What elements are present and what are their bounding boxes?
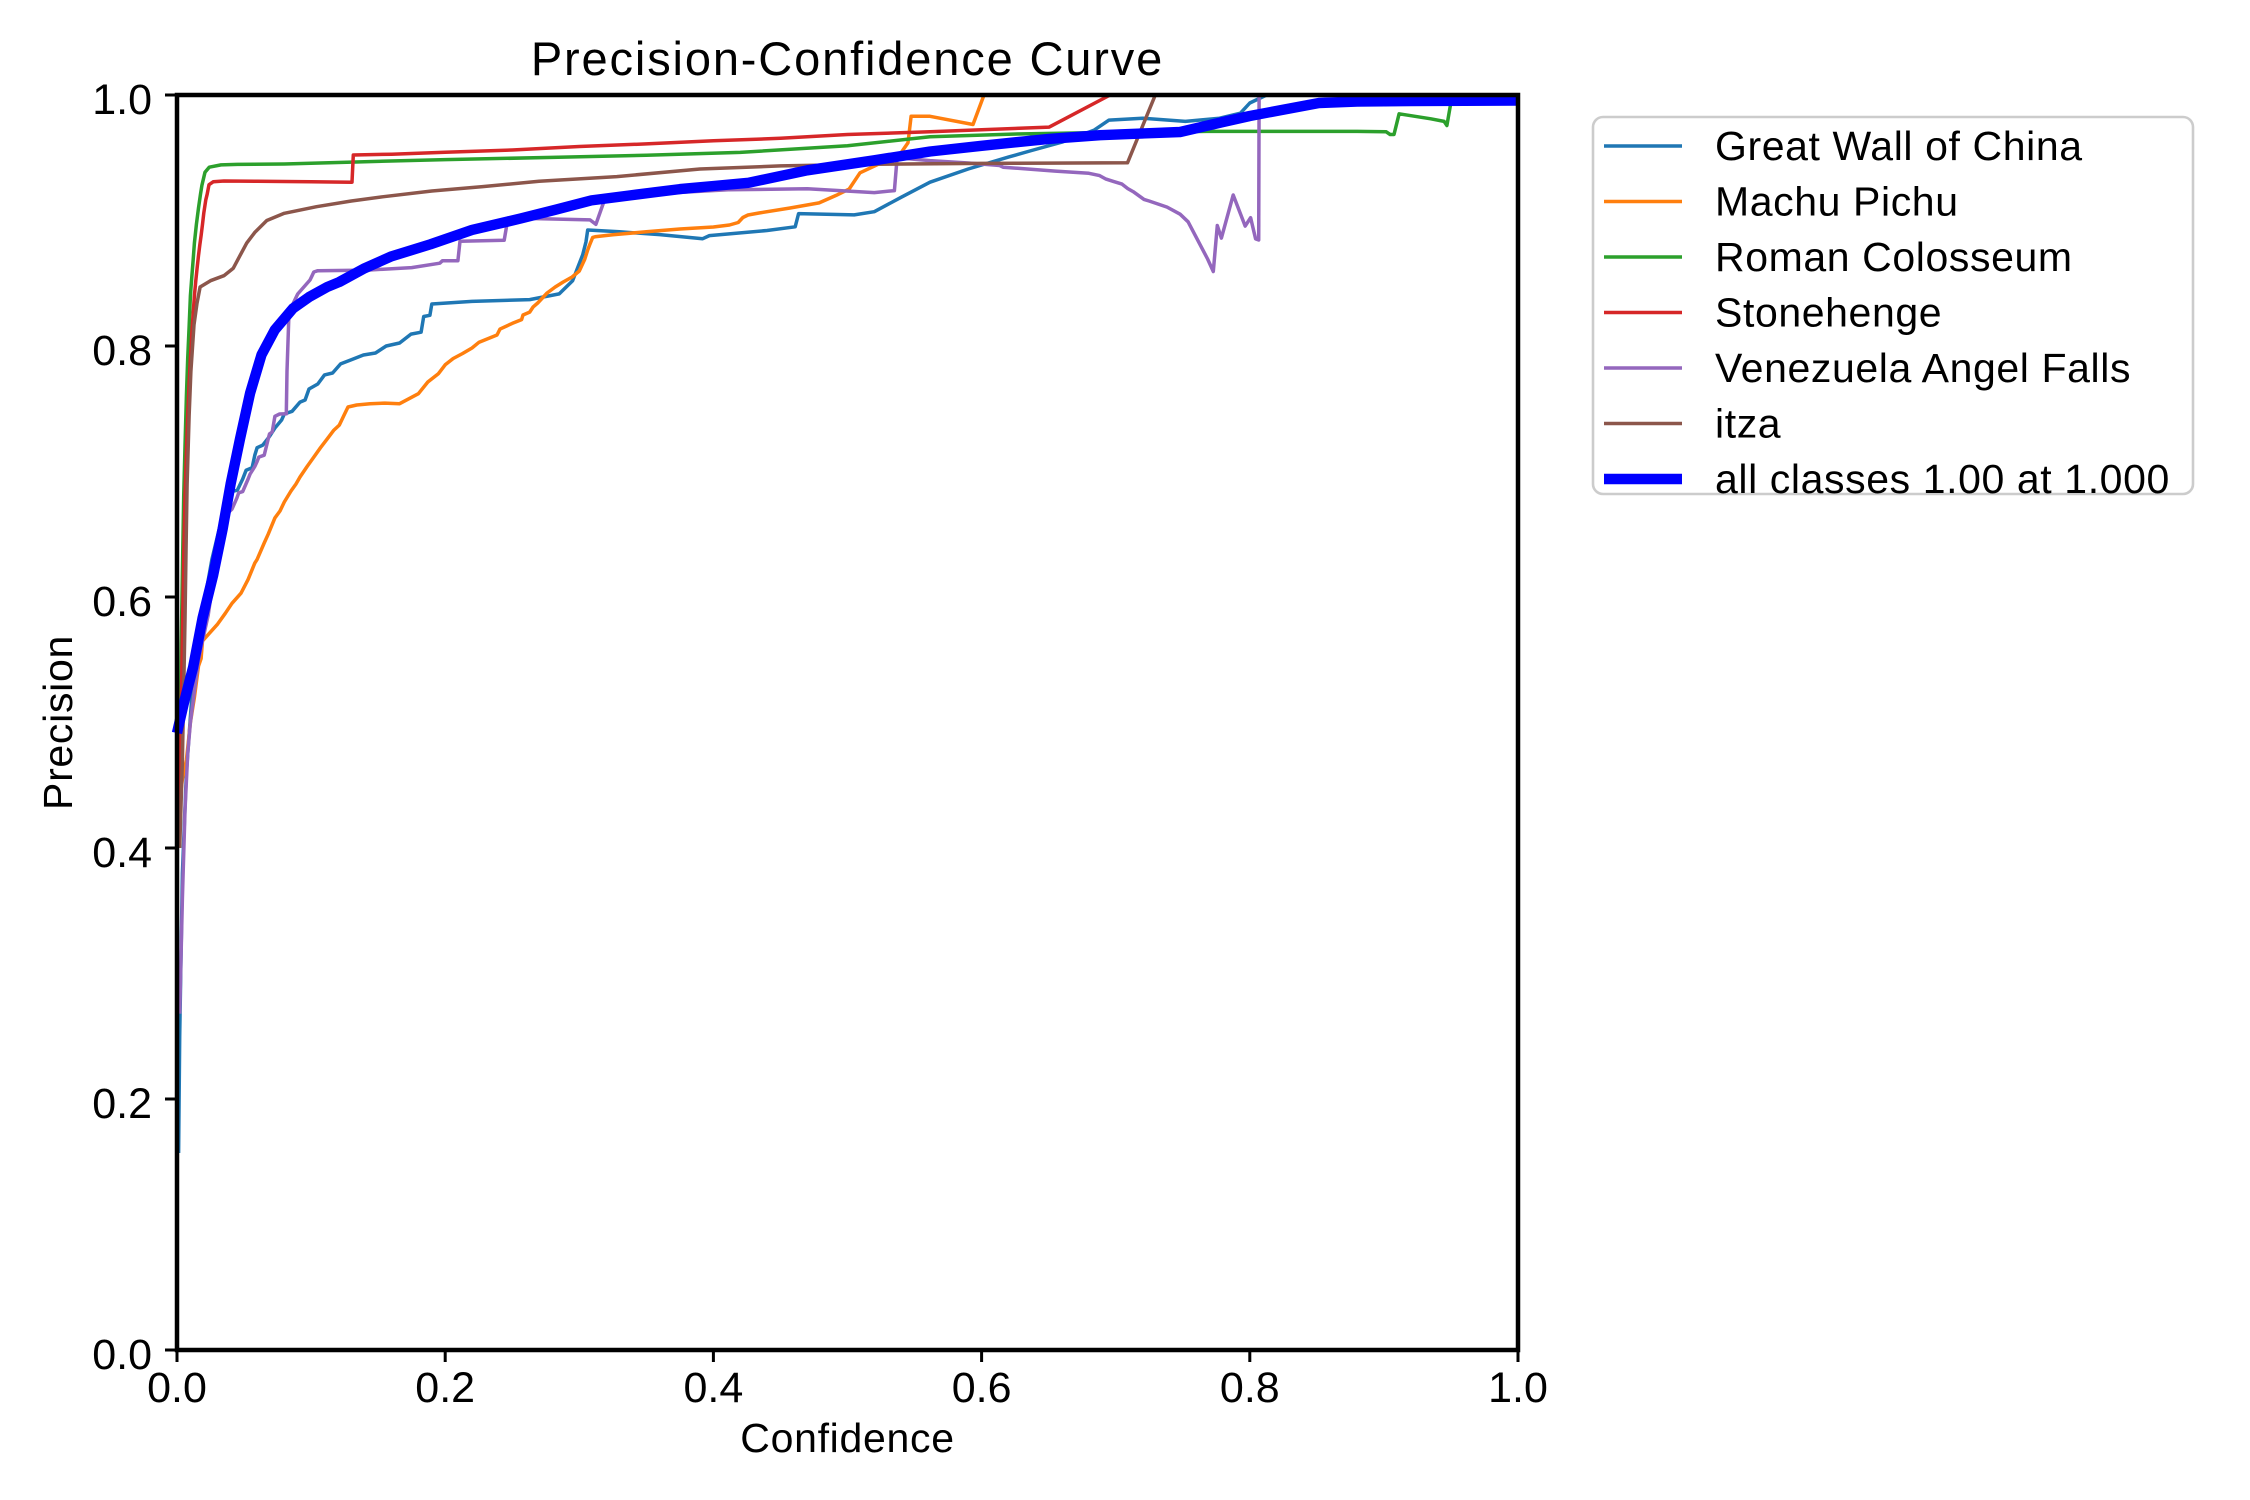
svg-text:0.6: 0.6 bbox=[952, 1364, 1012, 1412]
svg-text:Precision: Precision bbox=[35, 635, 81, 810]
svg-text:Stonehenge: Stonehenge bbox=[1715, 290, 1942, 336]
svg-text:all classes 1.00 at 1.000: all classes 1.00 at 1.000 bbox=[1715, 456, 2170, 502]
svg-text:itza: itza bbox=[1715, 401, 1781, 447]
svg-text:0.6: 0.6 bbox=[92, 578, 152, 626]
svg-text:0.8: 0.8 bbox=[92, 327, 152, 375]
svg-text:Precision-Confidence Curve: Precision-Confidence Curve bbox=[531, 32, 1164, 85]
svg-text:Venezuela Angel Falls: Venezuela Angel Falls bbox=[1715, 345, 2131, 391]
svg-text:0.4: 0.4 bbox=[684, 1364, 744, 1412]
svg-text:0.4: 0.4 bbox=[92, 829, 152, 877]
svg-text:Roman Colosseum: Roman Colosseum bbox=[1715, 234, 2073, 280]
svg-text:0.2: 0.2 bbox=[415, 1364, 475, 1412]
svg-text:0.0: 0.0 bbox=[92, 1331, 152, 1379]
svg-text:Great Wall of China: Great Wall of China bbox=[1715, 123, 2083, 169]
svg-text:Confidence: Confidence bbox=[740, 1415, 954, 1461]
svg-text:1.0: 1.0 bbox=[1488, 1364, 1548, 1412]
svg-text:0.8: 0.8 bbox=[1220, 1364, 1280, 1412]
svg-text:1.0: 1.0 bbox=[92, 76, 152, 124]
svg-text:0.2: 0.2 bbox=[92, 1080, 152, 1128]
svg-text:Machu Pichu: Machu Pichu bbox=[1715, 179, 1959, 225]
svg-text:0.0: 0.0 bbox=[147, 1364, 207, 1412]
